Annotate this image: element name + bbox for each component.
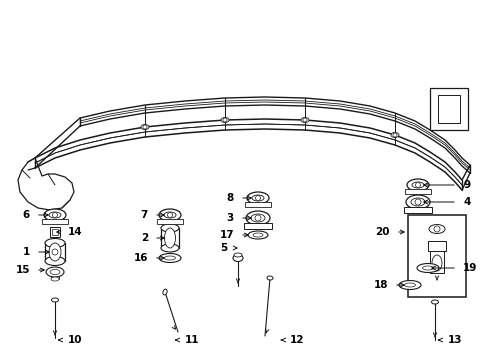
Bar: [245, 202, 271, 207]
Ellipse shape: [267, 276, 273, 280]
Ellipse shape: [391, 132, 399, 138]
Text: 2: 2: [141, 233, 148, 243]
Text: 14: 14: [68, 227, 83, 237]
Ellipse shape: [161, 224, 179, 232]
Bar: [405, 189, 431, 194]
Text: 7: 7: [141, 210, 148, 220]
Ellipse shape: [252, 195, 264, 201]
Ellipse shape: [159, 253, 181, 262]
Ellipse shape: [429, 225, 445, 234]
Ellipse shape: [45, 238, 65, 248]
Ellipse shape: [246, 211, 270, 225]
Circle shape: [168, 212, 172, 217]
Ellipse shape: [163, 289, 167, 295]
Text: 19: 19: [463, 263, 477, 273]
Ellipse shape: [234, 253, 242, 257]
Ellipse shape: [301, 117, 309, 122]
Ellipse shape: [432, 300, 439, 304]
Text: 8: 8: [227, 193, 234, 203]
Bar: [438, 95, 460, 123]
Circle shape: [255, 215, 261, 221]
Ellipse shape: [412, 182, 424, 188]
Ellipse shape: [406, 195, 430, 209]
Text: 13: 13: [448, 335, 463, 345]
Text: 4: 4: [463, 197, 470, 207]
Ellipse shape: [141, 125, 149, 130]
Text: 10: 10: [68, 335, 82, 345]
Bar: [45, 243, 65, 261]
Ellipse shape: [251, 214, 265, 222]
Ellipse shape: [247, 192, 269, 204]
Bar: [428, 241, 446, 251]
Text: 18: 18: [373, 280, 388, 290]
Bar: [161, 228, 179, 248]
Circle shape: [393, 133, 397, 137]
Circle shape: [52, 212, 57, 217]
Ellipse shape: [49, 243, 61, 261]
Text: 11: 11: [185, 335, 199, 345]
Ellipse shape: [164, 212, 176, 218]
Ellipse shape: [165, 256, 175, 260]
Bar: [404, 207, 432, 213]
Text: 16: 16: [133, 253, 148, 263]
Text: 5: 5: [220, 243, 227, 253]
Ellipse shape: [422, 266, 434, 270]
Ellipse shape: [159, 209, 181, 221]
Circle shape: [434, 226, 440, 232]
Ellipse shape: [51, 277, 59, 281]
Circle shape: [415, 199, 421, 205]
Text: 1: 1: [23, 247, 30, 257]
Bar: [408, 215, 466, 297]
Ellipse shape: [233, 255, 243, 261]
Ellipse shape: [46, 267, 64, 277]
Ellipse shape: [45, 256, 65, 266]
Text: 17: 17: [220, 230, 234, 240]
Circle shape: [416, 183, 420, 188]
Bar: [42, 219, 68, 224]
Ellipse shape: [432, 255, 442, 271]
Ellipse shape: [411, 198, 425, 206]
Ellipse shape: [399, 280, 421, 289]
Ellipse shape: [405, 283, 416, 287]
Text: 15: 15: [16, 265, 30, 275]
Ellipse shape: [51, 298, 58, 302]
Ellipse shape: [49, 212, 61, 218]
Ellipse shape: [165, 228, 175, 248]
Circle shape: [143, 125, 147, 129]
Circle shape: [223, 118, 227, 122]
Ellipse shape: [417, 264, 439, 273]
Circle shape: [52, 249, 58, 255]
Ellipse shape: [248, 231, 268, 239]
Bar: [430, 88, 468, 130]
Bar: [244, 223, 272, 229]
Text: 6: 6: [23, 210, 30, 220]
Ellipse shape: [44, 209, 66, 221]
Bar: [52, 229, 58, 235]
Circle shape: [303, 118, 307, 122]
Ellipse shape: [253, 233, 263, 237]
Bar: [50, 227, 60, 237]
Text: 12: 12: [290, 335, 304, 345]
Ellipse shape: [161, 244, 179, 252]
Ellipse shape: [221, 117, 229, 122]
Circle shape: [255, 195, 261, 201]
Text: 20: 20: [375, 227, 390, 237]
Bar: [430, 251, 444, 273]
Bar: [157, 219, 183, 224]
Text: 3: 3: [227, 213, 234, 223]
Ellipse shape: [407, 179, 429, 191]
Text: 9: 9: [463, 180, 470, 190]
Ellipse shape: [50, 270, 60, 274]
